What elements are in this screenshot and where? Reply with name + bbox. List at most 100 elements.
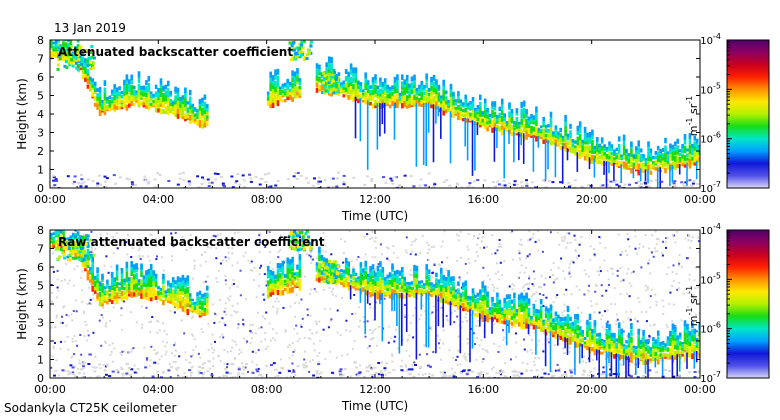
cloud-pixel [123,282,126,286]
cloud-pixel [179,97,182,101]
fall-streak [381,292,384,342]
cloud-pixel [284,274,287,278]
noise-pixel [499,373,502,376]
cloud-pixel [671,161,675,167]
noise-pixel [579,319,582,322]
boundary-pixel [81,367,85,370]
cloud-pixel [571,148,575,151]
noise-pixel [467,232,470,235]
cloud-pixel [291,286,294,293]
noise-pixel [487,274,490,277]
boundary-pixel [426,364,430,367]
noise-pixel [90,302,93,305]
cloud-pixel [435,79,438,85]
cloud-pixel [386,94,389,99]
boundary-pixel [673,180,677,183]
noise-pixel [158,358,161,361]
cloud-pixel [559,145,562,151]
cloud-pixel [374,285,377,290]
cloud-pixel [515,128,519,134]
fall-streak [354,96,357,139]
noise-pixel [661,299,664,302]
cloud-pixel [637,148,640,154]
noise-pixel [474,259,477,262]
cloud-pixel [145,97,148,103]
cloud-pixel [518,123,521,127]
cloud-pixel [115,90,119,95]
cloud-pixel [354,272,358,276]
noise-pixel [654,247,656,250]
noise-pixel [235,311,238,314]
cloud-pixel [635,154,638,159]
cloud-pixel [149,295,153,302]
cloud-pixel [354,283,358,287]
cloud-pixel [169,101,172,106]
boundary-pixel [636,376,640,378]
cloud-pixel [549,111,553,118]
cloud-pixel [639,162,643,167]
cloud-pixel [510,109,514,114]
noise-pixel [125,373,128,376]
fall-streak [632,166,635,179]
high-cloud-pixel [334,88,338,92]
cloud-pixel [371,270,375,276]
boundary-pixel [54,178,58,181]
noise-pixel [441,261,443,264]
fall-streak [520,132,522,146]
noise-pixel [626,233,629,236]
cloud-pixel [110,101,114,106]
noise-pixel [599,242,602,245]
noise-pixel [168,363,171,366]
noise-pixel [236,261,239,264]
cloud-pixel [630,151,633,157]
cloud-pixel [513,121,516,124]
cloud-pixel [118,294,121,298]
cloud-pixel [405,281,409,285]
cloud-pixel [342,94,346,98]
cloud-pixel [167,292,170,297]
cloud-pixel [340,277,343,281]
cloud-pixel [330,56,333,64]
cloud-pixel [171,292,175,298]
cloud-pixel [140,91,143,96]
cloud-pixel [639,164,643,169]
cloud-pixel [440,104,443,108]
cloud-pixel [191,109,194,114]
noise-pixel [584,322,587,325]
cloud-pixel [539,136,543,140]
cloud-pixel [537,130,541,133]
high-cloud-pixel [70,59,74,63]
noise-pixel [392,245,395,248]
noise-pixel [261,375,264,378]
noise-pixel [305,361,308,364]
noise-pixel [693,279,696,282]
boundary-pixel [116,369,120,372]
noise-pixel [625,310,628,313]
noise-pixel [424,310,427,313]
cloud-pixel [569,146,572,152]
noise-pixel [589,245,592,248]
boundary-pixel [602,371,605,374]
noise-pixel [199,356,202,359]
noise-pixel [369,351,372,354]
boundary-pixel [672,375,676,378]
cloud-pixel [476,104,480,109]
cloud-pixel [391,92,394,96]
cloud-pixel [354,287,358,291]
noise-pixel [265,311,268,314]
noise-pixel [683,360,686,363]
noise-pixel [532,293,535,296]
cloud-pixel [296,271,299,277]
cloud-pixel [366,286,370,291]
cloud-pixel [86,79,90,84]
noise-pixel [315,257,318,260]
noise-pixel [56,286,59,289]
noise-pixel [568,350,571,353]
cloud-pixel [391,288,394,295]
boundary-pixel [111,370,115,373]
boundary-pixel [677,375,681,378]
cloud-pixel [152,274,155,281]
cloud-pixel [661,162,665,167]
noise-pixel [234,340,237,343]
boundary-pixel [338,370,342,373]
